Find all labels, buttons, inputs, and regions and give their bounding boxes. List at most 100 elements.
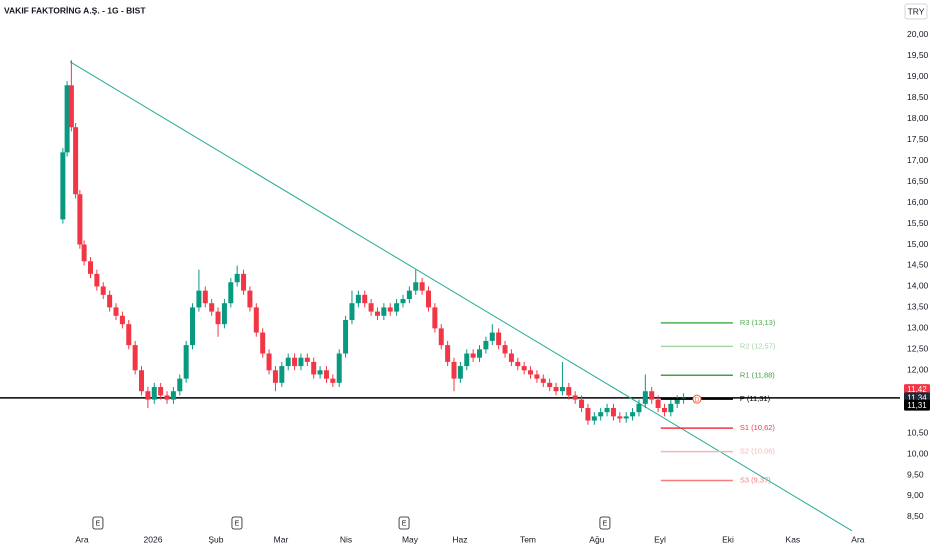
y-tick-label: 19,00	[907, 71, 929, 81]
x-tick-label: Şub	[208, 534, 223, 544]
candle-body	[253, 307, 259, 333]
candle-body	[432, 307, 438, 329]
event-label: E	[402, 520, 407, 527]
trendline	[69, 61, 853, 532]
candle-body	[139, 370, 145, 392]
candle-body	[553, 387, 559, 392]
event-marker	[398, 516, 410, 530]
y-tick-label: 17,00	[907, 155, 929, 165]
candle-body	[623, 416, 629, 419]
candle-body	[241, 273, 247, 291]
candle-body	[266, 353, 272, 371]
candle-body	[604, 407, 610, 413]
candle-body	[317, 370, 323, 375]
pivot-label: R1 (11,88)	[740, 370, 775, 379]
candle-body	[413, 282, 419, 291]
candle-body	[304, 357, 310, 362]
event-marker	[599, 516, 611, 530]
y-tick-label: 16,50	[907, 176, 929, 186]
x-tick-label: Haz	[452, 534, 467, 544]
y-tick-label: 14,50	[907, 260, 929, 270]
candle-body	[196, 290, 202, 308]
currency[interactable]: TRY	[908, 6, 925, 16]
candle-body	[394, 303, 400, 312]
y-tick-label: 19,50	[907, 50, 929, 60]
candle-body	[234, 273, 240, 283]
y-tick-label: 12,50	[907, 344, 929, 354]
candle-body	[215, 311, 221, 325]
candle-body	[190, 307, 196, 346]
candle-body	[145, 391, 151, 400]
candle-body	[591, 416, 597, 421]
currency-box[interactable]	[904, 3, 928, 20]
candle-body	[81, 244, 87, 262]
candle-body	[323, 370, 329, 379]
candle-body	[668, 403, 674, 413]
candle-body	[260, 332, 266, 354]
candle-body	[521, 366, 527, 371]
x-tick-label: Ara	[75, 534, 89, 544]
candle-body	[438, 328, 444, 346]
candle-body	[457, 366, 463, 379]
candle-body	[374, 311, 380, 316]
candle-body	[483, 340, 489, 350]
candle-body	[94, 273, 100, 287]
candle-body	[559, 387, 565, 392]
candle-body	[585, 407, 591, 421]
x-tick-label: Tem	[520, 534, 536, 544]
candle-body	[598, 412, 604, 417]
candle-body	[508, 353, 514, 362]
candle-body	[272, 370, 278, 383]
candle-body	[655, 399, 661, 408]
candle-body	[502, 345, 508, 354]
y-tick-label: 9,50	[907, 469, 924, 479]
pivot-label: S2 (10,06)	[740, 447, 776, 456]
event-marker	[231, 516, 243, 530]
x-tick-label: Nis	[340, 534, 352, 544]
event-marker	[92, 516, 104, 530]
candle-body	[636, 403, 642, 413]
candle-body	[60, 152, 66, 220]
candle-body	[419, 282, 425, 291]
candle-body	[119, 315, 125, 325]
candle-body	[298, 357, 304, 367]
dividend-marker	[692, 394, 702, 404]
candle-body	[113, 307, 119, 316]
pivot-label: R2 (12,57)	[740, 341, 776, 350]
x-tick-label: Ağu	[589, 534, 604, 544]
candle-body	[311, 361, 317, 375]
candle-body	[279, 366, 285, 383]
candle-body	[661, 407, 667, 413]
x-tick-label: Ara	[851, 534, 865, 544]
candle-body	[336, 353, 342, 383]
candle-body	[73, 127, 79, 195]
candle-body	[547, 382, 553, 388]
y-tick-label: 10,00	[907, 448, 929, 458]
candle-body	[579, 399, 585, 408]
candle-body	[247, 290, 253, 308]
y-tick-label: 9,00	[907, 490, 924, 500]
candle-body	[528, 370, 534, 375]
y-tick-label: 15,00	[907, 239, 929, 249]
y-tick-label: 18,50	[907, 92, 929, 102]
candle-body	[470, 353, 476, 358]
y-tick-label: 16,00	[907, 197, 929, 207]
x-tick-label: May	[402, 534, 419, 544]
price-label-box	[904, 399, 930, 411]
candle-body	[202, 290, 208, 304]
candle-body	[170, 391, 176, 400]
candle-body	[496, 332, 502, 346]
price-label: 11,31	[907, 401, 927, 410]
price-label: 11,42	[907, 385, 927, 394]
candle-body	[489, 332, 495, 341]
candle-body	[464, 353, 470, 367]
candle-body	[209, 303, 215, 312]
candle-body	[183, 345, 189, 379]
y-tick-label: 13,00	[907, 323, 929, 333]
chart-title: VAKIF FAKTORİNG A.Ş. - 1G - BIST	[4, 5, 146, 15]
candle-body	[355, 294, 361, 304]
y-tick-label: 17,50	[907, 134, 929, 144]
candle-body	[228, 282, 234, 304]
